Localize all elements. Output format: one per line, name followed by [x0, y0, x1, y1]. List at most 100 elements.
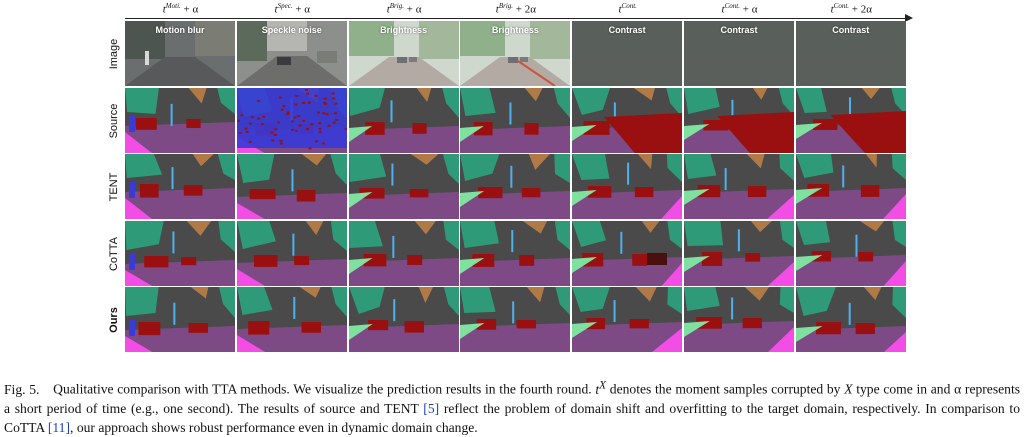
timeline-arrowhead: [905, 14, 913, 22]
cell-source-4: [572, 87, 683, 153]
segmentation-map: [460, 220, 571, 286]
result-grid: Motion blur Speckle noise Brightness Bri…: [125, 21, 907, 352]
cell-source-3: [460, 87, 571, 153]
cell-image-0: Motion blur: [125, 21, 235, 86]
cell-tent-0: [125, 154, 235, 219]
caption-x: X: [844, 381, 853, 397]
row-label-image: Image: [108, 38, 120, 70]
segmentation-map: [684, 220, 794, 286]
segmentation-map: [684, 154, 794, 219]
caption-text-4: reflect the problem of domain shift and …: [4, 400, 1020, 435]
column-header-4: tCont.: [618, 2, 637, 16]
segmentation-map: [684, 287, 794, 352]
figure-caption: Fig. 5. Qualitative comparison with TTA …: [4, 376, 1020, 437]
cell-ours-4: [572, 287, 683, 352]
input-image: [460, 21, 571, 86]
segmentation-map: [348, 220, 459, 286]
cell-source-2: [348, 87, 459, 153]
cell-cotta-6: [795, 220, 906, 286]
input-image: [684, 21, 794, 86]
caption-ref-5[interactable]: [5]: [423, 400, 440, 416]
row-label-source: Source: [108, 103, 120, 138]
cell-source-1: [236, 87, 347, 153]
cell-source-5: [684, 87, 794, 153]
cell-tent-3: [460, 154, 571, 219]
cell-ours-2: [348, 287, 459, 352]
segmentation-map: [125, 87, 235, 153]
input-image: [348, 21, 459, 86]
column-header-0: tMoti. + α: [162, 2, 199, 16]
segmentation-map: [125, 154, 235, 219]
cell-image-2: Brightness: [348, 21, 459, 86]
segmentation-map: [684, 87, 794, 153]
cell-tent-1: [236, 154, 347, 219]
segmentation-map: [125, 220, 235, 286]
caption-text-2: denotes the moment samples corrupted by: [609, 381, 841, 397]
corruption-label: Contrast: [832, 25, 870, 35]
column-header-5: tCont. + α: [721, 2, 758, 16]
segmentation-map: [572, 220, 683, 286]
caption-label: Fig. 5.: [4, 381, 40, 397]
segmentation-map: [236, 220, 347, 286]
row-label-ours: Ours: [108, 307, 120, 333]
cell-tent-6: [795, 154, 906, 219]
caption-ref-11[interactable]: [11]: [47, 419, 71, 435]
segmentation-map: [460, 154, 571, 219]
cell-cotta-2: [348, 220, 459, 286]
segmentation-map: [236, 87, 347, 153]
column-header-6: tCont. + 2α: [830, 2, 872, 16]
caption-tx: tX: [595, 379, 607, 397]
segmentation-map: [236, 154, 347, 219]
segmentation-map: [348, 287, 459, 352]
segmentation-map: [572, 287, 683, 352]
column-header-3: tBrig. + 2α: [495, 2, 536, 16]
input-image: [125, 21, 235, 86]
segmentation-map: [236, 287, 347, 352]
cell-ours-3: [460, 287, 571, 352]
caption-text-5: , our approach shows robust performance …: [70, 419, 478, 435]
input-image: [572, 21, 683, 86]
cell-ours-0: [125, 287, 235, 352]
segmentation-map: [348, 87, 459, 153]
row-label-cotta: CoTTA: [108, 236, 120, 271]
corruption-label: Contrast: [720, 25, 758, 35]
cell-source-6: [795, 87, 906, 153]
row-label-tent: TENT: [108, 172, 120, 202]
segmentation-map: [125, 287, 235, 352]
cell-source-0: [125, 87, 235, 153]
cell-cotta-0: [125, 220, 235, 286]
cell-image-6: Contrast: [795, 21, 906, 86]
segmentation-map: [460, 287, 571, 352]
segmentation-map: [572, 87, 683, 153]
segmentation-map: [795, 87, 906, 153]
cell-ours-5: [684, 287, 794, 352]
corruption-label: Brightness: [380, 25, 428, 35]
segmentation-map: [795, 220, 906, 286]
timeline-axis: [125, 18, 907, 19]
corruption-label: Motion blur: [155, 25, 205, 35]
cell-image-4: Contrast: [572, 21, 683, 86]
cell-cotta-1: [236, 220, 347, 286]
cell-image-3: Brightness: [460, 21, 571, 86]
corruption-label: Speckle noise: [261, 25, 322, 35]
cell-ours-1: [236, 287, 347, 352]
caption-text-3: type come in and α represents a short pe…: [4, 381, 1021, 416]
cell-cotta-4: [572, 220, 683, 286]
caption-tx-sup: X: [599, 379, 607, 391]
cell-cotta-5: [684, 220, 794, 286]
cell-image-5: Contrast: [684, 21, 794, 86]
cell-tent-5: [684, 154, 794, 219]
segmentation-map: [795, 287, 906, 352]
cell-image-1: Speckle noise: [236, 21, 347, 86]
column-header-2: tBrig. + α: [386, 2, 422, 16]
input-image: [795, 21, 906, 86]
corruption-label: Contrast: [608, 25, 646, 35]
corruption-label: Brightness: [491, 25, 539, 35]
segmentation-map: [460, 87, 571, 153]
figure: tMoti. + α tSpec. + α tBrig. + α tBrig. + 2…: [108, 2, 913, 352]
segmentation-map: [348, 154, 459, 219]
cell-cotta-3: [460, 220, 571, 286]
cell-tent-2: [348, 154, 459, 219]
segmentation-map: [572, 154, 683, 219]
segmentation-map: [795, 154, 906, 219]
